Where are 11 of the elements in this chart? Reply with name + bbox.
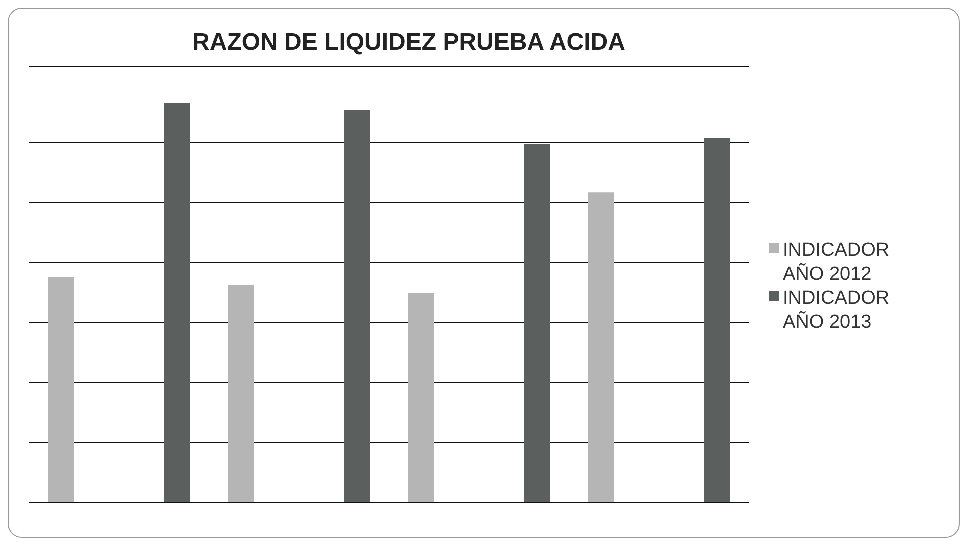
bar (704, 138, 730, 503)
legend-label: INDICADOR AÑO 2012 (783, 239, 891, 287)
bar (408, 293, 434, 503)
bar (344, 110, 370, 503)
bar (164, 103, 190, 503)
bar (48, 277, 74, 503)
bar (524, 144, 550, 503)
bar (228, 285, 254, 503)
chart-title: RAZON DE LIQUIDEZ PRUEBA ACIDA (192, 28, 626, 57)
legend-label: INDICADOR AÑO 2013 (783, 287, 891, 335)
bar (588, 192, 614, 503)
